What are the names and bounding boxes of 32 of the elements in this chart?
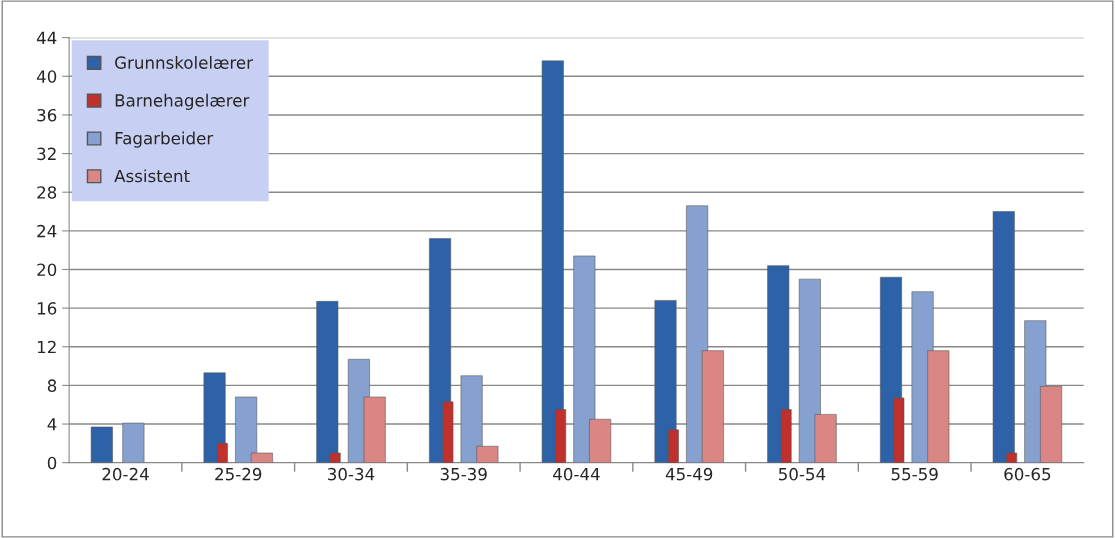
x-tick-label: 55-59 xyxy=(891,467,938,481)
y-tick-label: 20 xyxy=(37,263,57,277)
x-tick-label: 20-24 xyxy=(102,467,149,481)
bar xyxy=(654,300,677,463)
x-tick-label: 45-49 xyxy=(665,467,713,481)
x-tick-label: 60-65 xyxy=(1004,467,1051,481)
bar xyxy=(203,372,226,463)
x-tick-label: 50-54 xyxy=(779,467,826,481)
y-tick-label: 32 xyxy=(37,147,56,161)
y-tick-label: 36 xyxy=(37,108,57,122)
bar xyxy=(541,60,564,463)
bar xyxy=(992,211,1015,463)
legend-label: Assistent xyxy=(114,169,190,183)
y-tick-label: 16 xyxy=(37,302,57,315)
x-tick-label: 35-39 xyxy=(440,467,487,481)
legend-label: Grunnskolelærer xyxy=(115,55,253,69)
bar xyxy=(316,301,339,463)
x-tick-label: 40-44 xyxy=(553,467,600,481)
bar xyxy=(90,426,113,463)
y-tick-label: 28 xyxy=(37,186,57,199)
y-tick-label: 0 xyxy=(47,456,57,470)
y-tick-label: 24 xyxy=(37,224,57,238)
y-tick-label: 8 xyxy=(47,379,57,392)
y-tick-label: 44 xyxy=(36,31,57,44)
legend-label: Barnehagelærer xyxy=(115,93,250,110)
x-tick-label: 30-34 xyxy=(328,467,375,481)
bar xyxy=(122,422,145,463)
y-tick-label: 12 xyxy=(37,340,56,354)
legend-label: Fagarbeider xyxy=(115,131,214,148)
y-tick-label: 40 xyxy=(36,70,57,83)
y-tick-label: 4 xyxy=(47,418,57,431)
x-tick-label: 25-29 xyxy=(215,467,262,481)
